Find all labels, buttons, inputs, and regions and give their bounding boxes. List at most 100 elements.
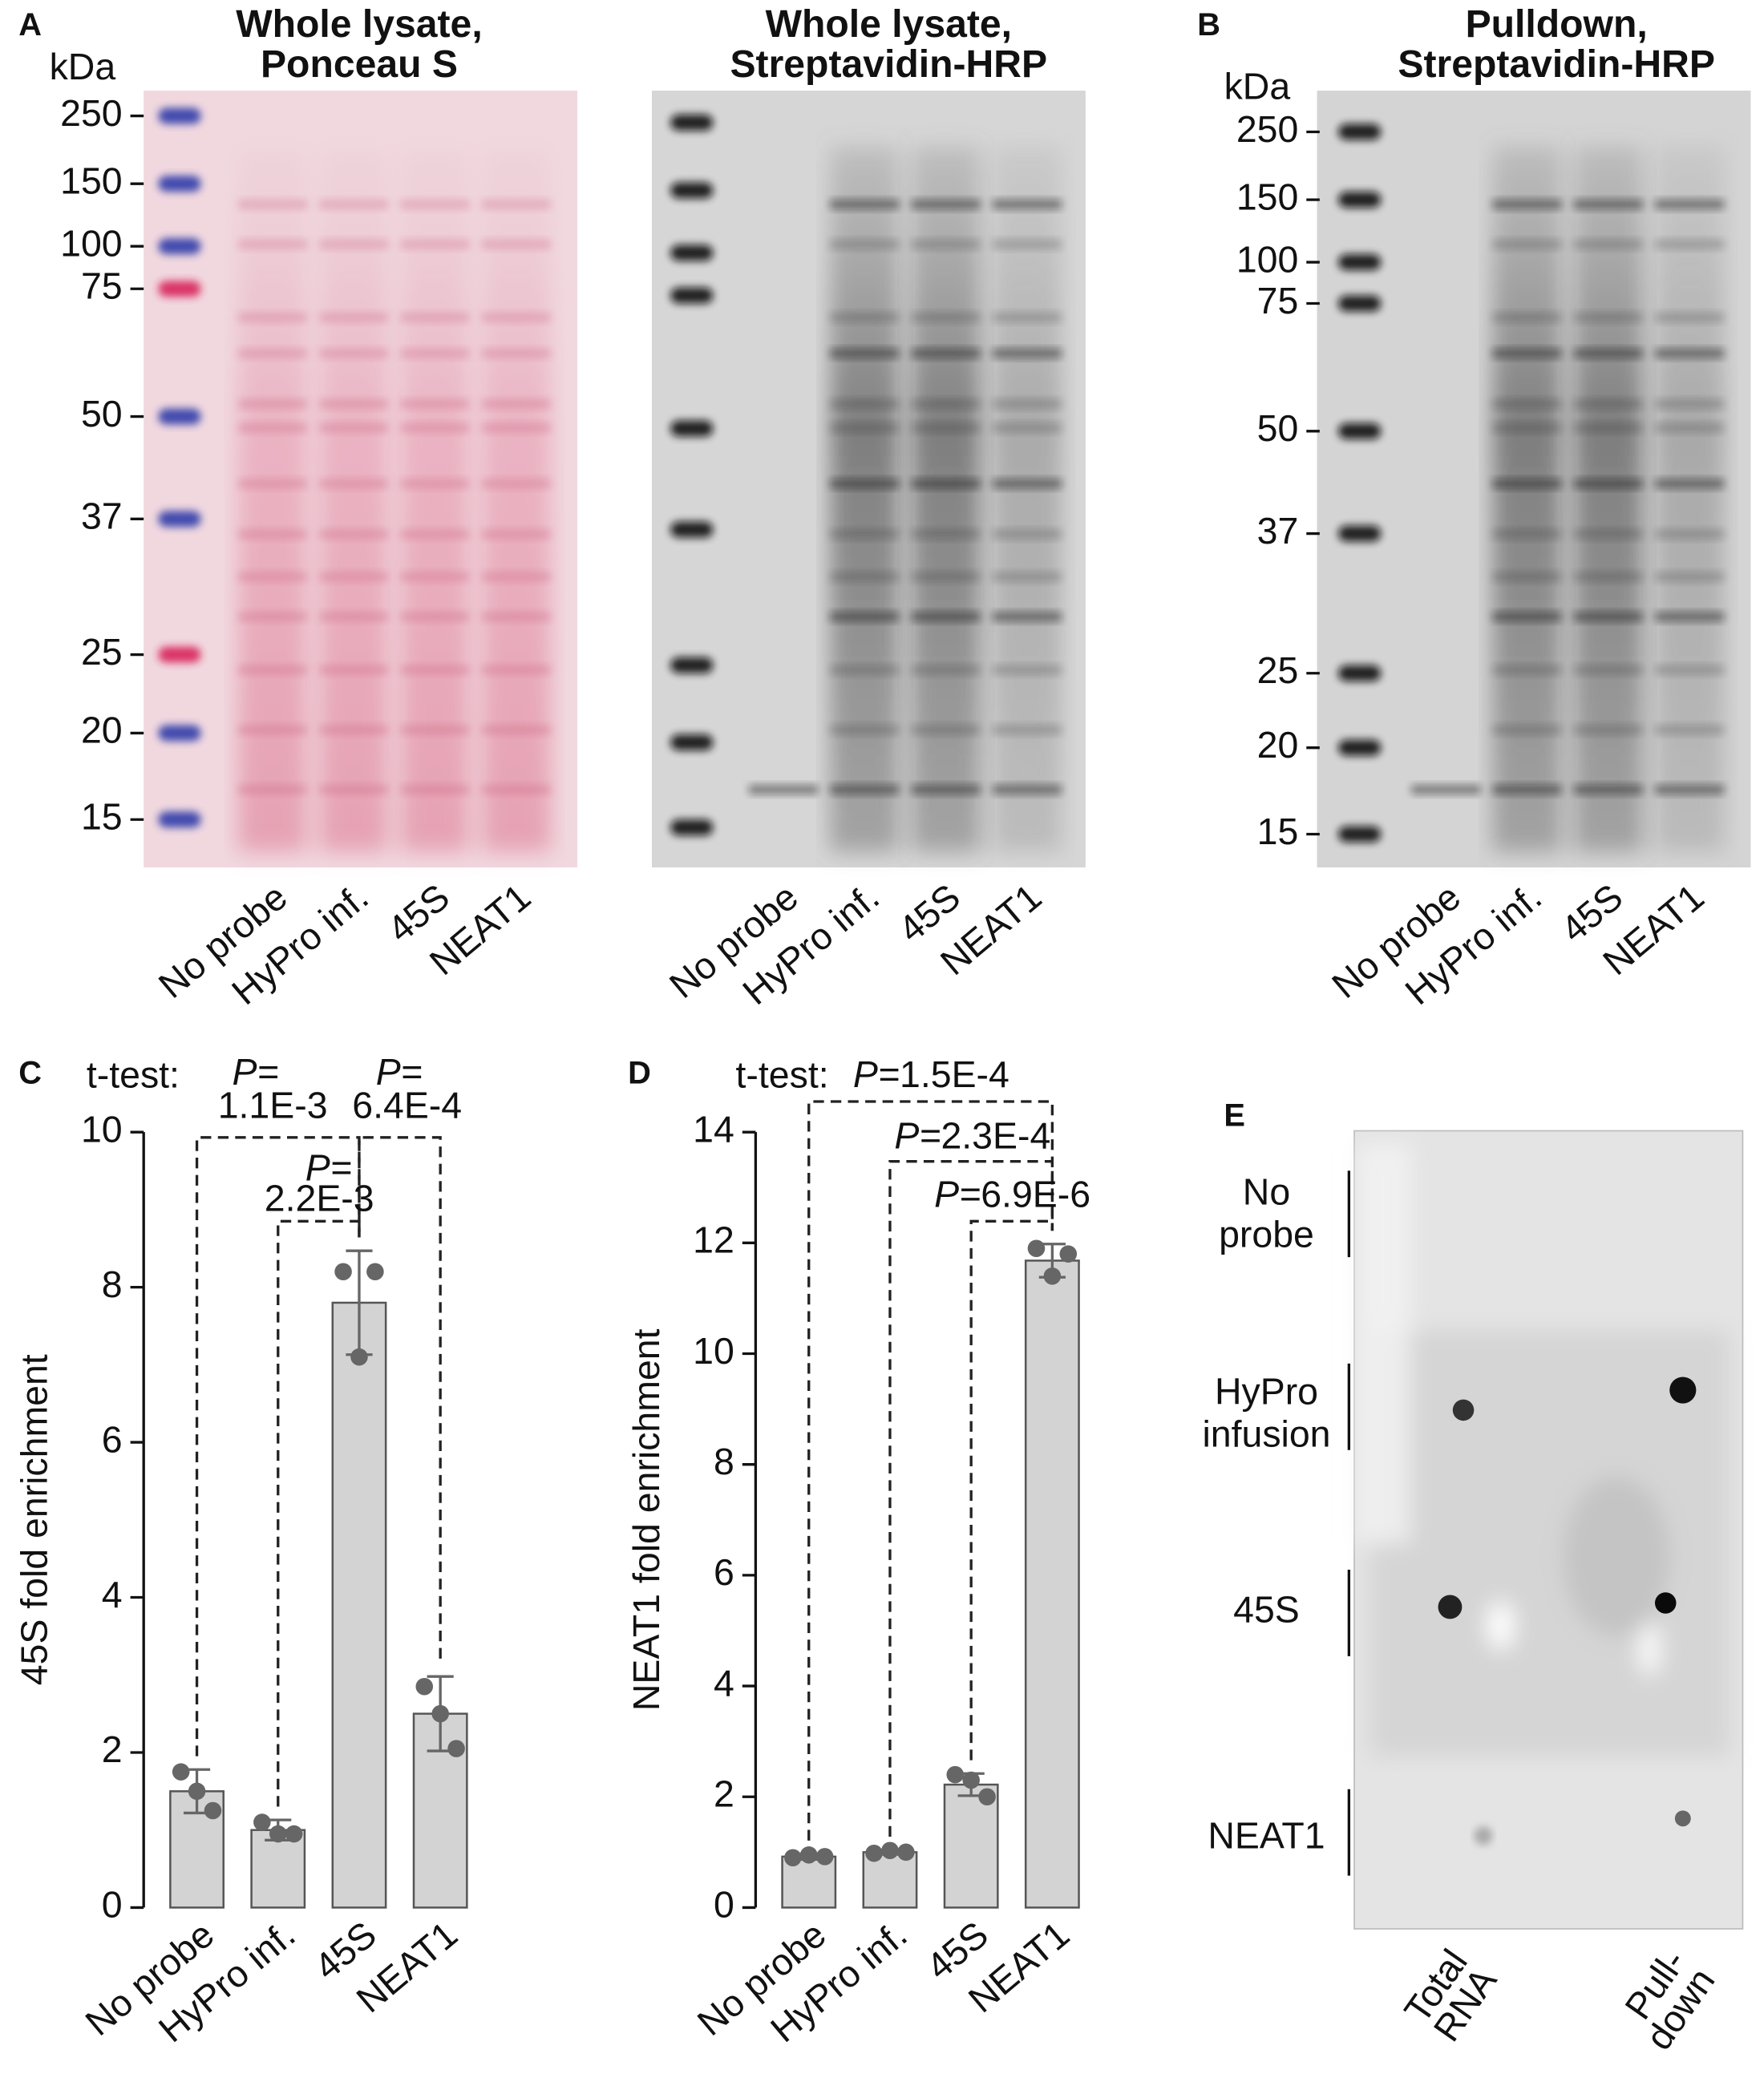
lane-band bbox=[1654, 200, 1725, 209]
lane-band bbox=[319, 398, 389, 409]
marker-label: 15 bbox=[81, 796, 123, 838]
lane-smear bbox=[319, 146, 389, 852]
replicate-point bbox=[415, 1677, 434, 1696]
ladder-band bbox=[1338, 295, 1382, 312]
significance-bracket bbox=[888, 1160, 1054, 1837]
dot-blot-background bbox=[1357, 1144, 1730, 1757]
ladder-band bbox=[158, 811, 201, 828]
row-label: NEAT1 bbox=[1208, 1814, 1325, 1856]
lane-band bbox=[911, 422, 981, 433]
bar bbox=[1024, 1259, 1080, 1909]
lane-band bbox=[237, 239, 308, 249]
lane-band bbox=[1492, 313, 1562, 322]
p-prefix: P= bbox=[233, 1051, 279, 1093]
lane-band bbox=[911, 239, 981, 249]
replicate-point bbox=[350, 1348, 368, 1366]
lane-band bbox=[481, 612, 551, 622]
lane-band bbox=[1492, 239, 1562, 249]
replicate-point bbox=[447, 1740, 465, 1757]
lane-band bbox=[1654, 665, 1725, 675]
lane-band bbox=[1654, 313, 1725, 322]
ladder-band bbox=[670, 114, 714, 131]
lane-band bbox=[1573, 665, 1644, 675]
row-label: No bbox=[1243, 1170, 1290, 1212]
lane-band bbox=[237, 348, 308, 358]
p-prefix: P= bbox=[894, 1115, 941, 1157]
lane-band bbox=[1654, 572, 1725, 582]
lane-band bbox=[1654, 398, 1725, 409]
y-tick-label: 2 bbox=[102, 1728, 123, 1770]
significance-bracket bbox=[195, 1136, 361, 1757]
p-value: 6.9E-6 bbox=[981, 1174, 1090, 1215]
significance-bracket bbox=[969, 1219, 1054, 1761]
lane-band bbox=[1654, 612, 1725, 622]
lane-band bbox=[319, 313, 389, 322]
ladder-band bbox=[1338, 422, 1382, 439]
p-annotation: P=6.9E-6 bbox=[934, 1174, 1090, 1215]
ladder-band bbox=[158, 281, 201, 297]
ladder-band bbox=[158, 107, 201, 124]
y-tick-label: 2 bbox=[714, 1773, 734, 1815]
lane-band bbox=[400, 785, 470, 794]
lane-smear bbox=[830, 146, 900, 852]
row-label: HyPro bbox=[1215, 1370, 1318, 1412]
lane-band bbox=[1573, 422, 1644, 433]
lane-band bbox=[481, 785, 551, 794]
replicate-point bbox=[269, 1825, 287, 1843]
lane-band bbox=[1492, 612, 1562, 622]
marker-label: 37 bbox=[81, 495, 123, 537]
lane-band bbox=[1411, 785, 1481, 794]
replicate-point bbox=[946, 1765, 965, 1784]
lane-band bbox=[237, 313, 308, 322]
marker-label: 25 bbox=[81, 631, 123, 673]
p-value: 1.1E-3 bbox=[218, 1085, 328, 1126]
replicate-point bbox=[1027, 1239, 1046, 1258]
lane-band bbox=[1654, 725, 1725, 735]
lane-band bbox=[237, 422, 308, 433]
lane-smear bbox=[237, 146, 308, 852]
replicate-point bbox=[431, 1704, 449, 1723]
marker-label: 150 bbox=[1236, 176, 1298, 217]
lane-band bbox=[1492, 572, 1562, 582]
gel-title: Streptavidin-HRP bbox=[1398, 42, 1715, 86]
lane-band bbox=[400, 529, 470, 540]
panel-label: A bbox=[18, 7, 42, 42]
y-axis-title: NEAT1 fold enrichment bbox=[625, 1328, 667, 1711]
lane-band bbox=[1573, 725, 1644, 735]
p-value: 1.5E-4 bbox=[900, 1053, 1009, 1095]
lane-band bbox=[1573, 398, 1644, 409]
panel-label: C bbox=[18, 1055, 42, 1090]
lane-band bbox=[400, 422, 470, 433]
lane-band bbox=[830, 572, 900, 582]
replicate-point bbox=[1043, 1267, 1062, 1285]
ladder-band bbox=[670, 657, 714, 673]
replicate-point bbox=[784, 1849, 802, 1867]
gel-title: Whole lysate, bbox=[236, 2, 482, 46]
replicate-point bbox=[172, 1763, 190, 1781]
row-label: infusion bbox=[1202, 1413, 1330, 1454]
lane-band bbox=[1492, 422, 1562, 433]
lane-band bbox=[992, 665, 1062, 675]
ladder-band bbox=[670, 521, 714, 538]
p-prefix: P= bbox=[376, 1051, 423, 1093]
lane-band bbox=[830, 665, 900, 675]
marker-label: 75 bbox=[1257, 280, 1299, 321]
lane-band bbox=[830, 200, 900, 209]
lane-band bbox=[400, 200, 470, 209]
lane-band bbox=[1654, 479, 1725, 489]
lane-band bbox=[1492, 200, 1562, 209]
lane-band bbox=[830, 313, 900, 322]
y-tick-label: 0 bbox=[102, 1884, 123, 1926]
lane-band bbox=[1654, 422, 1725, 433]
lane-band bbox=[481, 725, 551, 735]
marker-label: 100 bbox=[60, 222, 122, 264]
row-label: 45S bbox=[1233, 1588, 1300, 1630]
lane-band bbox=[911, 665, 981, 675]
lane-band bbox=[911, 313, 981, 322]
lane-band bbox=[992, 479, 1062, 489]
p-annotation: P=2.3E-4 bbox=[894, 1115, 1050, 1157]
lane-band bbox=[992, 612, 1062, 622]
lane-band bbox=[237, 572, 308, 582]
lane-band bbox=[1573, 200, 1644, 209]
lane-band bbox=[400, 665, 470, 675]
